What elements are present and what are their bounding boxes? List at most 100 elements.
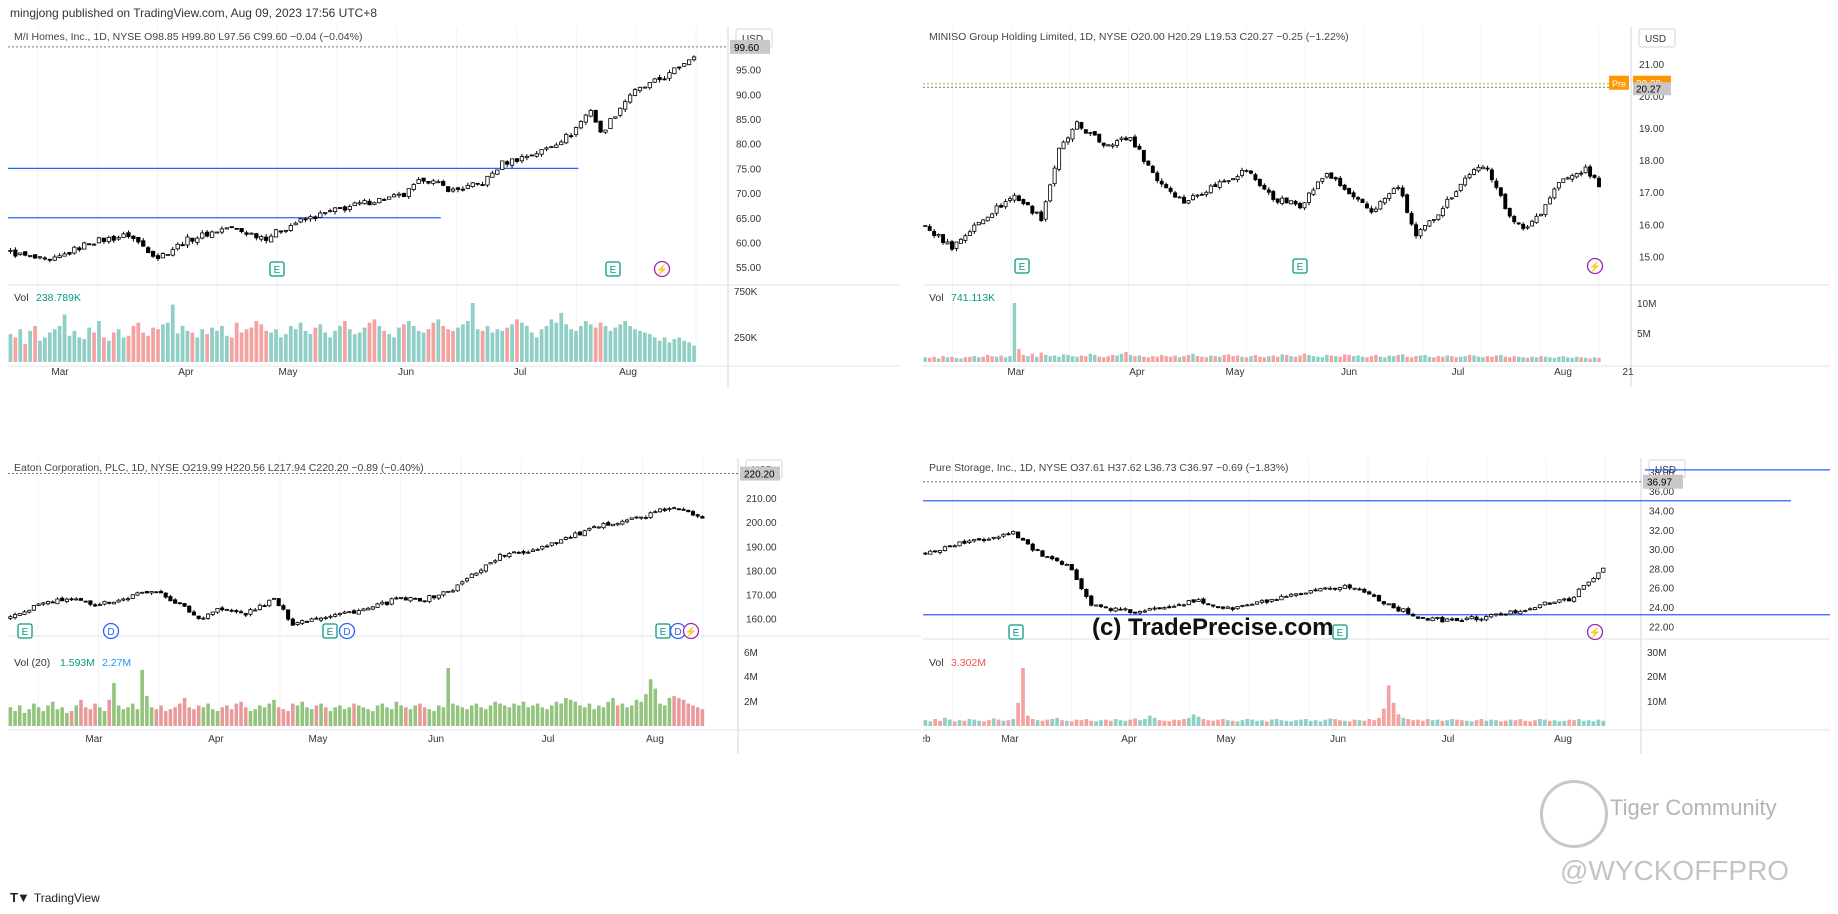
candle-body xyxy=(1474,616,1479,621)
event-label: ⚡ xyxy=(656,263,668,276)
candle-body xyxy=(1532,607,1538,610)
candle-body xyxy=(1264,599,1269,603)
volume-bar xyxy=(1200,356,1204,362)
candle-body xyxy=(1061,141,1066,150)
volume-bar xyxy=(431,322,436,362)
volume-bar xyxy=(1479,719,1484,726)
candle-body xyxy=(1015,531,1021,539)
volume-bar xyxy=(1196,716,1201,726)
volume-bar xyxy=(625,707,629,726)
volume-bar xyxy=(554,701,559,726)
candle-body xyxy=(1269,598,1274,602)
volume-bar xyxy=(1508,719,1513,726)
candle-body xyxy=(1513,610,1518,614)
candle-body xyxy=(1021,199,1026,205)
candle-body xyxy=(639,516,644,519)
candle-body xyxy=(588,110,593,117)
candle-body xyxy=(1190,195,1195,201)
x-tick-label: Mar xyxy=(1007,367,1025,378)
volume-bar xyxy=(441,325,446,362)
candle-body xyxy=(382,199,387,201)
volume-bar xyxy=(1172,719,1177,726)
volume-bar xyxy=(314,705,319,726)
candle-body xyxy=(1064,563,1069,566)
candle-body xyxy=(544,545,550,548)
candle-body xyxy=(1458,183,1463,191)
volume-bar xyxy=(579,325,583,362)
volume-bar xyxy=(1561,356,1565,362)
candle-body xyxy=(981,219,986,225)
candle-body xyxy=(1570,175,1575,180)
tradeprecise-watermark: (c) TradePrecise.com xyxy=(1092,614,1334,641)
volume-bar xyxy=(333,707,337,726)
candle-body xyxy=(375,603,380,608)
candle-body xyxy=(937,550,943,553)
volume-bar xyxy=(573,701,578,726)
volume-bar xyxy=(1445,720,1450,726)
volume-bar xyxy=(1030,353,1035,362)
candle-body xyxy=(300,620,305,624)
candle-body xyxy=(1186,200,1191,204)
candle-body xyxy=(427,595,432,603)
volume-bar xyxy=(642,332,647,362)
candle-body xyxy=(1137,611,1143,614)
candle-body xyxy=(288,225,293,231)
candle-body xyxy=(1525,226,1530,229)
volume-bar xyxy=(82,339,87,362)
volume-bar xyxy=(201,707,206,726)
footer-brand: TradingView xyxy=(33,890,100,905)
candle-body xyxy=(500,160,505,170)
volume-bar xyxy=(460,707,465,726)
volume-bar xyxy=(229,337,234,362)
candle-body xyxy=(947,545,952,548)
candle-body xyxy=(923,225,928,227)
volume-bar xyxy=(531,705,535,726)
candle-body xyxy=(972,539,977,542)
volume-bar xyxy=(1307,354,1311,362)
candle-body xyxy=(130,594,135,599)
volume-bar xyxy=(1182,719,1186,726)
volume-bar xyxy=(1133,356,1137,362)
candle-body xyxy=(1012,194,1017,201)
candle-body xyxy=(1435,617,1440,619)
volume-bar xyxy=(1409,357,1414,362)
candle-body xyxy=(205,231,210,237)
candle-body xyxy=(514,158,520,162)
volume-bar xyxy=(662,705,667,726)
volume-bar xyxy=(283,334,288,362)
volume-bar xyxy=(1253,354,1258,362)
candle-body xyxy=(598,120,603,133)
candle-body xyxy=(690,511,696,516)
candle-body xyxy=(1373,208,1378,212)
candle-body xyxy=(606,522,611,526)
volume-bar xyxy=(1372,720,1376,726)
volume-bar xyxy=(146,335,151,362)
candle-body xyxy=(101,237,107,242)
candle-body xyxy=(441,181,446,186)
candle-body xyxy=(396,193,402,196)
candle-body xyxy=(446,590,451,593)
volume-bar xyxy=(1060,720,1064,726)
candle-body xyxy=(278,230,284,233)
volume-bar xyxy=(1401,717,1406,726)
candle-body xyxy=(47,258,52,261)
candle-body xyxy=(695,514,700,517)
event-label: D xyxy=(343,627,350,638)
volume-bar xyxy=(1137,355,1142,362)
candle-body xyxy=(209,231,215,238)
volume-bar xyxy=(638,330,642,362)
volume-bar xyxy=(662,337,667,362)
earnings-event-icon xyxy=(17,623,33,639)
volume-bar xyxy=(1255,720,1259,726)
volume-label: Vol (20) xyxy=(14,657,50,669)
volume-bar xyxy=(274,329,278,362)
candle-body xyxy=(629,517,634,520)
volume-bar xyxy=(318,324,323,362)
volume-bar xyxy=(196,705,201,726)
candle-body xyxy=(1333,177,1338,180)
volume-bar xyxy=(145,696,149,726)
candle-body xyxy=(1225,606,1230,609)
candle-body xyxy=(1222,180,1227,183)
volume-bar xyxy=(938,720,942,726)
volume-bar xyxy=(1333,719,1337,726)
